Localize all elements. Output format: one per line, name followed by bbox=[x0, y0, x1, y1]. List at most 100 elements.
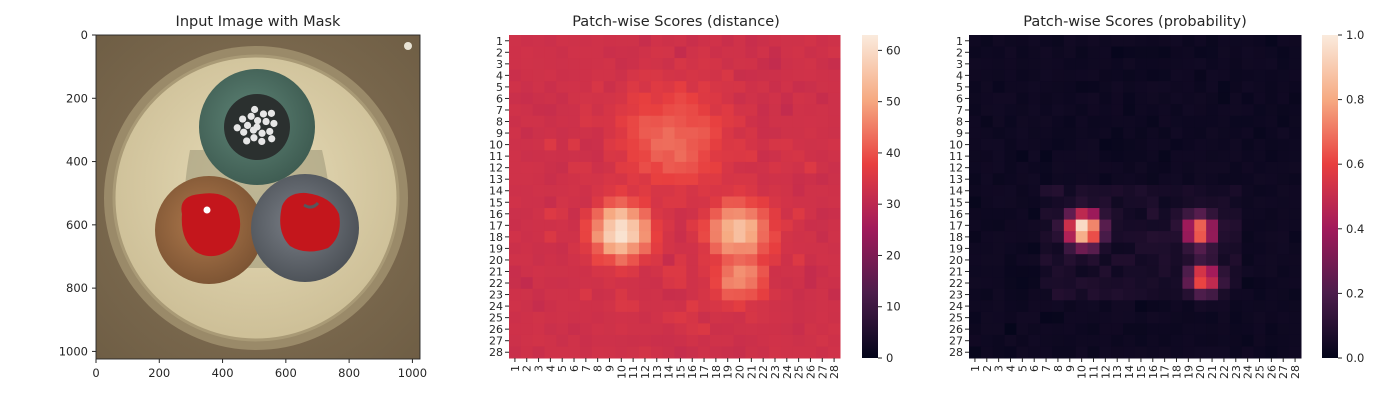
heatmap-cell bbox=[662, 242, 675, 255]
heatmap-cell bbox=[769, 242, 782, 255]
heatmap-cell bbox=[969, 288, 982, 301]
heatmap-cell bbox=[980, 242, 994, 255]
heatmap-cell bbox=[1087, 58, 1100, 71]
heatmap-cell bbox=[639, 219, 652, 232]
heatmap-cell bbox=[992, 92, 1006, 105]
heatmap-cell bbox=[992, 81, 1006, 94]
heatmap-cell bbox=[1253, 69, 1266, 82]
heatmap-cell bbox=[544, 138, 557, 151]
heatmap-cell bbox=[721, 219, 735, 232]
heatmap-cell bbox=[1028, 115, 1041, 128]
heatmap-cell bbox=[1146, 81, 1160, 94]
heatmap-cell bbox=[568, 104, 581, 117]
heatmap-cell bbox=[579, 311, 593, 324]
heatmap-cell bbox=[1016, 35, 1029, 48]
heatmap-cell bbox=[591, 346, 605, 359]
heatmap-cell bbox=[1194, 242, 1207, 255]
heatmap-cell bbox=[627, 265, 640, 278]
heatmap-cell bbox=[1063, 173, 1077, 186]
heatmap-cell bbox=[792, 311, 806, 324]
heatmap-cell bbox=[745, 219, 758, 232]
heatmap-cell bbox=[1016, 334, 1029, 347]
heatmap-cell bbox=[556, 81, 569, 94]
heatmap-cell bbox=[733, 334, 746, 347]
heatmap-cell bbox=[792, 277, 806, 290]
heatmap-cell bbox=[1004, 208, 1017, 221]
heatmap-cell bbox=[804, 334, 817, 347]
heatmap-cell bbox=[1265, 58, 1278, 71]
heatmap-cell bbox=[745, 196, 758, 209]
heatmap-cell bbox=[532, 242, 545, 255]
heatmap-cell bbox=[1170, 138, 1183, 151]
heatmap-cell bbox=[1052, 58, 1065, 71]
heatmap-cell bbox=[1040, 35, 1053, 48]
heatmap-cell bbox=[828, 346, 841, 359]
heatmap-cell bbox=[627, 35, 640, 48]
heatmap-cell bbox=[1229, 69, 1243, 82]
row-tick-label: 18 bbox=[949, 231, 963, 244]
heatmap-cell bbox=[639, 208, 652, 221]
heatmap-cell bbox=[1241, 219, 1255, 232]
heatmap-cell bbox=[769, 115, 782, 128]
heatmap-cell bbox=[1229, 334, 1243, 347]
heatmap-cell bbox=[1158, 81, 1172, 94]
heatmap-cell bbox=[627, 138, 640, 151]
heatmap-cell bbox=[969, 219, 982, 232]
heatmap-cell bbox=[650, 138, 664, 151]
heatmap-cell bbox=[1063, 115, 1077, 128]
heatmap-cell bbox=[556, 104, 569, 117]
heatmap-cell bbox=[1241, 69, 1255, 82]
heatmap-cell bbox=[1194, 346, 1207, 359]
heatmap-cell bbox=[1194, 323, 1207, 336]
heatmap-cell bbox=[1253, 161, 1266, 174]
heatmap-cell bbox=[709, 323, 723, 336]
heatmap-cell bbox=[1087, 69, 1100, 82]
heatmap-cell bbox=[627, 277, 640, 290]
heatmap-cell bbox=[1135, 231, 1148, 244]
heatmap-cell bbox=[780, 208, 794, 221]
heatmap-cell bbox=[1289, 346, 1302, 359]
heatmap-cell bbox=[816, 35, 829, 48]
panel-distance: Patch-wise Scores (distance) 12345678910… bbox=[489, 14, 901, 379]
heatmap-cell bbox=[721, 242, 735, 255]
heatmap-cell bbox=[509, 231, 522, 244]
heatmap-cell bbox=[1206, 35, 1219, 48]
heatmap-cell bbox=[1146, 288, 1160, 301]
heatmap-cell bbox=[1063, 208, 1077, 221]
heatmap-cell bbox=[1063, 288, 1077, 301]
heatmap-cell bbox=[1146, 173, 1160, 186]
heatmap-cell bbox=[698, 69, 711, 82]
heatmap-cell bbox=[591, 288, 605, 301]
heatmap-cell bbox=[721, 58, 735, 71]
heatmap-cell bbox=[698, 173, 711, 186]
heatmap-cell bbox=[1194, 58, 1207, 71]
heatmap-cell bbox=[969, 323, 982, 336]
heatmap-cell bbox=[532, 346, 545, 359]
heatmap-cell bbox=[532, 138, 545, 151]
col-tick-label: 14 bbox=[1123, 365, 1136, 379]
heatmap-cell bbox=[603, 231, 616, 244]
heatmap-cell bbox=[1170, 265, 1183, 278]
heatmap-cell bbox=[650, 231, 664, 244]
heatmap-cell bbox=[1253, 196, 1266, 209]
strand bbox=[258, 129, 266, 137]
heatmap-cell bbox=[509, 300, 522, 313]
heatmap-cell bbox=[544, 265, 557, 278]
heatmap-cell bbox=[980, 265, 994, 278]
heatmap-cell bbox=[1016, 300, 1029, 313]
col-tick-label: 7 bbox=[1040, 365, 1053, 372]
col-tick-label: 24 bbox=[781, 365, 794, 379]
heatmap-cell bbox=[980, 81, 994, 94]
heatmap-cell bbox=[639, 81, 652, 94]
heatmap-cell bbox=[1040, 69, 1053, 82]
heatmap-cell bbox=[1052, 231, 1065, 244]
heatmap-cell bbox=[816, 265, 829, 278]
heatmap-cell bbox=[780, 323, 794, 336]
heatmap-cell bbox=[1218, 254, 1231, 267]
heatmap-cell bbox=[1182, 346, 1195, 359]
heatmap-cell bbox=[1218, 208, 1231, 221]
heatmap-cell bbox=[674, 300, 687, 313]
heatmap-cell bbox=[639, 115, 652, 128]
heatmap-cell bbox=[1075, 277, 1089, 290]
heatmap-cell bbox=[969, 138, 982, 151]
